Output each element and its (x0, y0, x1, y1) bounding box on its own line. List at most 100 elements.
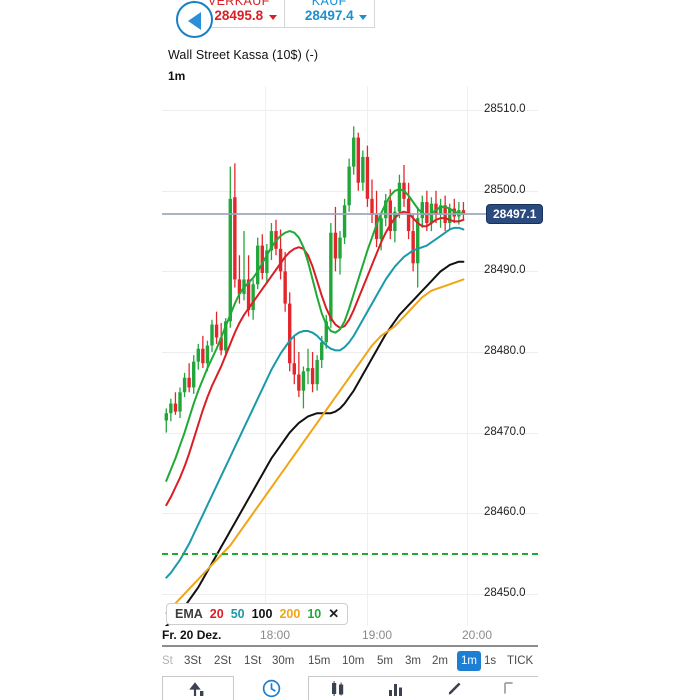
candle-body (260, 245, 264, 273)
toolbar-time-button[interactable] (238, 676, 304, 700)
timeframe-1m[interactable]: 1m (457, 651, 481, 671)
candle-body (201, 348, 205, 364)
candle-body (320, 342, 324, 361)
candle-body (214, 324, 219, 338)
order-arrow-icon (189, 681, 204, 696)
timeframe-2m[interactable]: 2m (432, 655, 448, 667)
sell-label: VERKAUF (207, 0, 270, 8)
ema-line (165, 260, 465, 626)
chevron-down-icon[interactable] (268, 15, 277, 20)
candle-body (301, 371, 306, 391)
y-axis-label: 28450.0 (484, 586, 526, 599)
candle-body (246, 279, 251, 311)
y-axis-label: 28510.0 (484, 103, 526, 116)
candle-body (288, 303, 292, 364)
timeframe-1st[interactable]: 1St (244, 655, 262, 667)
timeframe-15m[interactable]: 15m (308, 655, 331, 667)
price-chart[interactable]: 28510.0 28500.0 28490.0 28480.0 28470.0 28460… (162, 86, 544, 626)
time-axis-label: Fr. 20 Dez. (162, 628, 222, 642)
candlestick-icon[interactable] (328, 681, 348, 696)
gridline-v (467, 86, 468, 626)
candle-body (438, 205, 443, 215)
ema-legend[interactable]: EMA 20 50 100 200 10 ✕ (166, 603, 349, 625)
ema-period-10[interactable]: 10 (307, 607, 322, 621)
toolbar-order-button[interactable] (162, 676, 234, 700)
candle-body (411, 231, 415, 264)
chart-svg (164, 126, 466, 626)
bottom-toolbar[interactable] (162, 676, 538, 700)
timeframe-2st[interactable]: 2St (214, 655, 232, 667)
candle-body (265, 250, 269, 273)
close-icon[interactable]: ✕ (328, 606, 340, 621)
gridline-h (162, 513, 538, 515)
gridline-v (367, 86, 368, 626)
bar-chart-icon[interactable] (386, 681, 406, 696)
timeframe-10m[interactable]: 10m (342, 655, 365, 667)
candle-body (192, 361, 196, 388)
chevron-down-icon[interactable] (359, 15, 367, 20)
ema-line (165, 226, 465, 579)
candle-body (338, 237, 342, 259)
timeframe-1s[interactable]: 1s (484, 655, 497, 667)
y-axis-label: 28490.0 (484, 264, 526, 277)
buy-price: 28497.4 (304, 8, 354, 23)
candle-body (292, 363, 296, 375)
candle-body (384, 200, 388, 219)
timeframe-30m[interactable]: 30m (272, 655, 295, 667)
candle-body (278, 248, 283, 272)
pencil-icon[interactable] (445, 679, 464, 698)
ema-line (165, 278, 465, 615)
timeframe-st[interactable]: St (162, 655, 173, 667)
toolbar-chart-tools[interactable] (308, 676, 538, 700)
candle-body (283, 271, 287, 304)
candle-body (182, 377, 187, 393)
candle-body (173, 403, 178, 412)
candle-body (365, 156, 370, 199)
timeframe-5m[interactable]: 5m (377, 655, 393, 667)
gridline-v (265, 86, 266, 626)
time-axis-rule (162, 645, 538, 647)
y-axis-label: 28470.0 (484, 425, 526, 438)
gridline-h (162, 110, 538, 112)
candle-body (448, 208, 452, 224)
candle-body (164, 413, 168, 421)
buy-label: KAUF (311, 0, 347, 8)
candle-body (210, 324, 214, 346)
timeframe-tick[interactable]: TICK (507, 655, 534, 667)
candle-body (256, 245, 260, 285)
timeframe-3m[interactable]: 3m (405, 655, 421, 667)
clock-icon (262, 679, 280, 697)
candle-body (352, 137, 356, 167)
chart-plot-area[interactable] (162, 86, 482, 626)
ema-period-50[interactable]: 50 (230, 607, 245, 621)
chart-timeframe-label: 1m (168, 69, 186, 83)
gridline-h (162, 593, 538, 595)
ema-legend-name: EMA (175, 607, 203, 621)
candle-body (187, 377, 191, 388)
current-price-line (162, 213, 538, 216)
timeframe-selector[interactable]: St 3St 2St 1St 30m 15m 10m 5m 3m 2m 1m 1s TICK (162, 651, 538, 674)
candle-body (342, 205, 347, 238)
crop-icon[interactable] (502, 680, 519, 697)
back-arrow-icon (188, 12, 201, 30)
time-axis-label: 20:00 (462, 628, 493, 642)
candle-body (333, 232, 338, 259)
candle-body (233, 197, 237, 280)
ema-period-100[interactable]: 100 (251, 607, 273, 621)
dashed-level-line (162, 553, 538, 556)
buy-quote-box[interactable]: KAUF 28497.4 (284, 0, 375, 28)
candle-body (425, 202, 429, 224)
instrument-title: Wall Street Kassa (10$) (-) (168, 48, 319, 62)
candle-body (356, 137, 360, 183)
candle-body (310, 368, 315, 385)
ema-period-200[interactable]: 200 (279, 607, 301, 621)
candle-body (347, 166, 351, 206)
candle-body (324, 321, 328, 343)
timeframe-3st[interactable]: 3St (184, 655, 202, 667)
back-button[interactable] (176, 1, 213, 38)
candle-body (237, 279, 242, 294)
ema-period-20[interactable]: 20 (209, 607, 224, 621)
time-axis-label: 19:00 (362, 628, 393, 642)
candle-body (388, 200, 392, 232)
